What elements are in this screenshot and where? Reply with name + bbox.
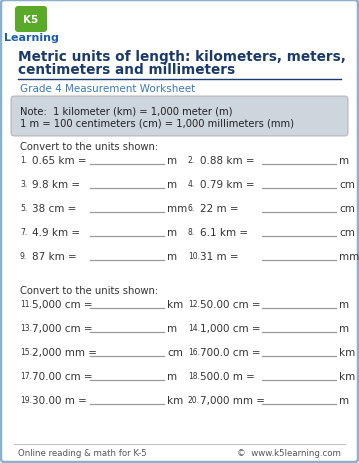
- Text: 16.: 16.: [188, 347, 200, 356]
- Text: centimeters and millimeters: centimeters and millimeters: [18, 63, 235, 77]
- Text: 30.00 m =: 30.00 m =: [32, 395, 87, 405]
- Text: ©  www.k5learning.com: © www.k5learning.com: [237, 448, 341, 457]
- Text: 6.1 km =: 6.1 km =: [200, 227, 248, 238]
- Text: 5,000 cm =: 5,000 cm =: [32, 300, 93, 309]
- Text: 5.: 5.: [20, 204, 27, 213]
- Text: cm: cm: [339, 180, 355, 189]
- Text: m: m: [167, 371, 177, 381]
- Text: 12.: 12.: [188, 300, 200, 308]
- Text: km: km: [167, 300, 183, 309]
- Text: m: m: [167, 156, 177, 166]
- Text: 17.: 17.: [20, 371, 32, 380]
- Text: m: m: [339, 300, 349, 309]
- Text: 7,000 mm =: 7,000 mm =: [200, 395, 265, 405]
- Text: 22 m =: 22 m =: [200, 204, 239, 213]
- Text: 50.00 cm =: 50.00 cm =: [200, 300, 261, 309]
- Text: 9.8 km =: 9.8 km =: [32, 180, 80, 189]
- Text: 11.: 11.: [20, 300, 32, 308]
- Text: 6.: 6.: [188, 204, 195, 213]
- Text: 15.: 15.: [20, 347, 32, 356]
- Text: 7,000 cm =: 7,000 cm =: [32, 323, 93, 333]
- Text: 2,000 mm =: 2,000 mm =: [32, 347, 97, 357]
- Text: km: km: [167, 395, 183, 405]
- Text: 1.: 1.: [20, 156, 27, 165]
- Text: cm: cm: [339, 204, 355, 213]
- Text: 19.: 19.: [20, 395, 32, 404]
- Text: Metric units of length: kilometers, meters,: Metric units of length: kilometers, mete…: [18, 50, 346, 64]
- Text: 9.: 9.: [20, 251, 27, 260]
- Text: cm: cm: [339, 227, 355, 238]
- Text: 13.: 13.: [20, 323, 32, 332]
- FancyBboxPatch shape: [15, 7, 47, 33]
- Text: mm: mm: [339, 251, 359, 262]
- Text: 38 cm =: 38 cm =: [32, 204, 76, 213]
- Text: m: m: [167, 180, 177, 189]
- Text: 0.65 km =: 0.65 km =: [32, 156, 87, 166]
- Text: m: m: [339, 323, 349, 333]
- Text: 2.: 2.: [188, 156, 195, 165]
- Text: m: m: [339, 395, 349, 405]
- Text: 0.88 km =: 0.88 km =: [200, 156, 255, 166]
- Text: km: km: [339, 347, 355, 357]
- Text: m: m: [339, 156, 349, 166]
- Text: Note:  1 kilometer (km) = 1,000 meter (m): Note: 1 kilometer (km) = 1,000 meter (m): [20, 106, 233, 116]
- Text: 20.: 20.: [188, 395, 200, 404]
- Text: 10.: 10.: [188, 251, 200, 260]
- Text: 700.0 cm =: 700.0 cm =: [200, 347, 261, 357]
- Text: 7.: 7.: [20, 227, 27, 237]
- Text: m: m: [167, 227, 177, 238]
- Text: 1 m = 100 centimeters (cm) = 1,000 millimeters (mm): 1 m = 100 centimeters (cm) = 1,000 milli…: [20, 119, 294, 129]
- Text: 18.: 18.: [188, 371, 200, 380]
- Text: mm: mm: [167, 204, 187, 213]
- Text: m: m: [167, 323, 177, 333]
- Text: Convert to the units shown:: Convert to the units shown:: [20, 285, 158, 295]
- Text: 3.: 3.: [20, 180, 27, 188]
- Text: K5: K5: [23, 15, 39, 25]
- Text: Grade 4 Measurement Worksheet: Grade 4 Measurement Worksheet: [20, 84, 195, 94]
- Text: Online reading & math for K-5: Online reading & math for K-5: [18, 448, 147, 457]
- Text: 70.00 cm =: 70.00 cm =: [32, 371, 93, 381]
- Text: 8.: 8.: [188, 227, 195, 237]
- Text: 87 km =: 87 km =: [32, 251, 77, 262]
- Text: Convert to the units shown:: Convert to the units shown:: [20, 142, 158, 152]
- Text: 4.: 4.: [188, 180, 195, 188]
- Text: cm: cm: [167, 347, 183, 357]
- Text: 4.9 km =: 4.9 km =: [32, 227, 80, 238]
- FancyBboxPatch shape: [11, 97, 348, 137]
- Text: Learning: Learning: [4, 33, 59, 43]
- Text: m: m: [167, 251, 177, 262]
- Text: 14.: 14.: [188, 323, 200, 332]
- Text: 0.79 km =: 0.79 km =: [200, 180, 255, 189]
- Text: 31 m =: 31 m =: [200, 251, 239, 262]
- Text: 1,000 cm =: 1,000 cm =: [200, 323, 261, 333]
- Text: 500.0 m =: 500.0 m =: [200, 371, 255, 381]
- Text: km: km: [339, 371, 355, 381]
